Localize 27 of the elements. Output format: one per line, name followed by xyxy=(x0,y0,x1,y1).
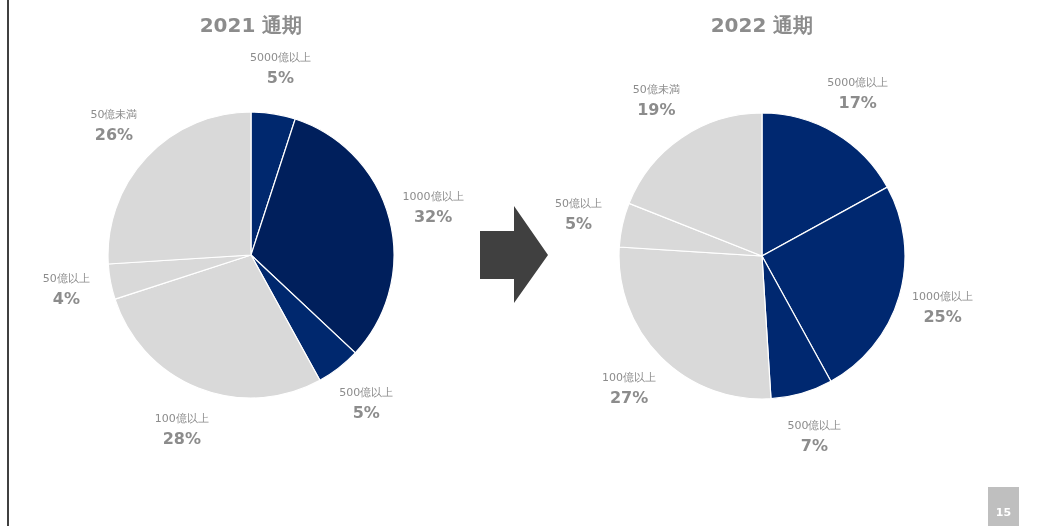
slice-label: 100億以上 xyxy=(154,411,209,425)
slice-label: 50億以上 xyxy=(555,196,603,210)
data-label: 5% xyxy=(266,68,294,88)
chart-title: 2021 通期 xyxy=(199,13,303,37)
data-label: 26% xyxy=(94,125,134,145)
data-label: 5% xyxy=(564,213,593,233)
data-label: 25% xyxy=(923,307,962,327)
slice-label: 5000億以上 xyxy=(249,51,311,65)
slice-label: 500億以上 xyxy=(787,418,842,432)
data-label: 7% xyxy=(800,435,829,455)
data-label: 19% xyxy=(637,99,676,119)
data-label: 27% xyxy=(609,387,649,407)
data-label: 4% xyxy=(52,289,80,309)
slice-label: 5000億以上 xyxy=(827,76,889,90)
chart-title: 2022 通期 xyxy=(710,13,814,37)
slice-label: 100億以上 xyxy=(602,370,657,384)
data-label: 32% xyxy=(413,207,453,227)
slice-label: 500億以上 xyxy=(339,385,394,399)
data-label: 5% xyxy=(352,402,380,422)
slice-label: 50億以上 xyxy=(42,272,90,286)
slice-label: 1000億以上 xyxy=(912,290,974,304)
data-label: 28% xyxy=(162,428,201,448)
data-label: 17% xyxy=(838,93,877,113)
slice-label: 50億未満 xyxy=(90,108,138,122)
text: 15 xyxy=(995,506,1012,519)
slice-label: 1000億以上 xyxy=(402,190,464,204)
slice-label: 50億未満 xyxy=(632,82,680,96)
